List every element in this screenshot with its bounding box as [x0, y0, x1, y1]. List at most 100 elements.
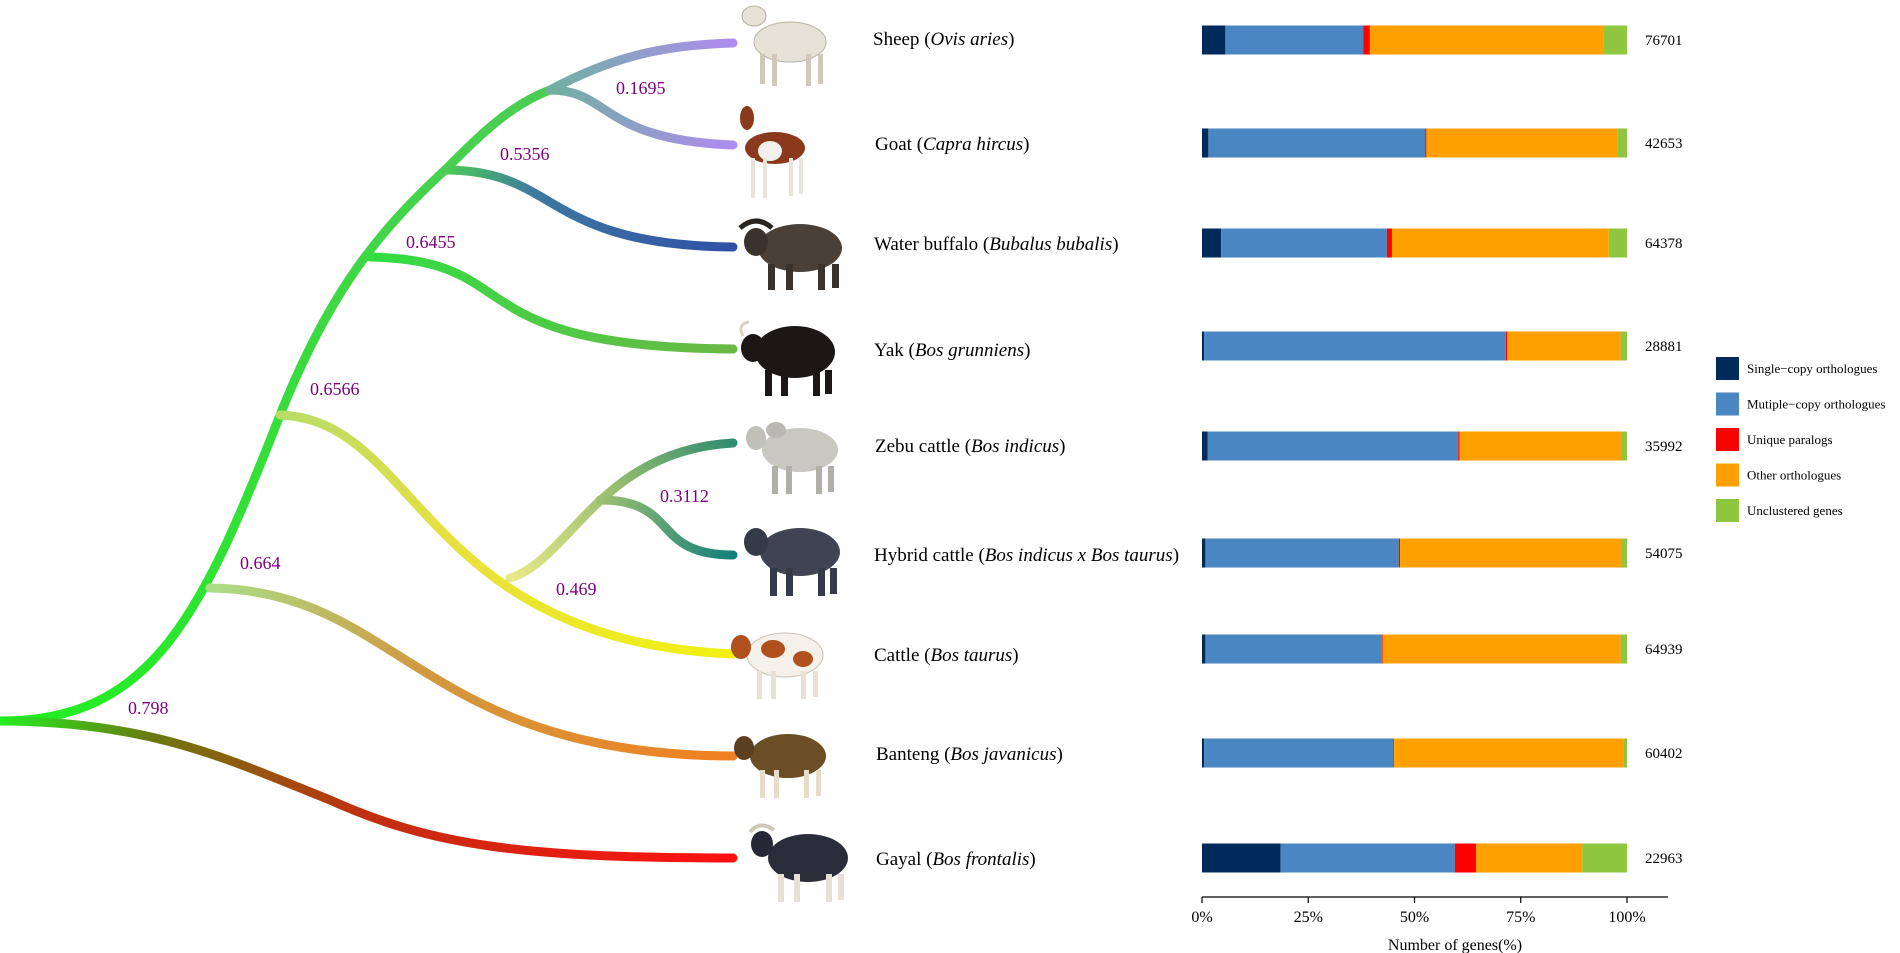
other-orthologues-segment — [1391, 228, 1609, 258]
unique-paralogs-segment — [1425, 128, 1427, 158]
unclustered-segment — [1620, 634, 1627, 664]
other-orthologues-segment — [1476, 843, 1583, 873]
species-label: Goat (Capra hircus) — [875, 134, 1029, 155]
legend-swatch — [1716, 428, 1739, 451]
unique-paralogs-segment — [1381, 634, 1383, 664]
branch-sheep — [545, 38, 738, 95]
branch-buffalo — [440, 165, 738, 252]
unique-paralogs-segment — [1363, 25, 1370, 55]
x-tick-label: 25% — [1294, 909, 1323, 926]
legend-label: Single−copy orthologues — [1747, 361, 1877, 376]
unclustered-segment — [1582, 843, 1627, 873]
gene-total-label: 42653 — [1645, 136, 1683, 152]
multiple-copy-segment — [1208, 128, 1426, 158]
single-copy-segment — [1202, 538, 1206, 568]
branch-label: 0.6566 — [310, 379, 360, 399]
multiple-copy-segment — [1204, 331, 1506, 361]
common-name: Hybrid cattle — [874, 545, 974, 566]
common-name: Zebu cattle — [875, 436, 960, 457]
common-name: Gayal — [876, 849, 921, 870]
common-name: Yak — [874, 340, 904, 361]
unique-paralogs-segment — [1505, 331, 1508, 361]
branch-banteng — [205, 583, 738, 761]
species-label: Banteng (Bos javanicus) — [876, 744, 1063, 765]
species-label: Hybrid cattle (Bos indicus x Bos taurus) — [874, 545, 1179, 566]
unique-paralogs-segment — [1454, 843, 1477, 873]
branch-label: 0.469 — [556, 579, 597, 599]
hybrid-cattle-icon — [744, 528, 840, 596]
banteng-icon — [734, 734, 826, 798]
unclustered-segment — [1623, 738, 1627, 768]
sheep-icon — [741, 5, 827, 86]
x-tick-label: 75% — [1506, 909, 1535, 926]
bar-row — [1202, 431, 1627, 461]
gene-total-label: 64939 — [1645, 642, 1683, 658]
animal-images — [731, 5, 848, 902]
x-tick-label: 100% — [1608, 909, 1645, 926]
bar-row — [1202, 843, 1627, 873]
species-label: Gayal (Bos frontalis) — [876, 849, 1036, 870]
gene-total-label: 22963 — [1645, 851, 1683, 867]
single-copy-segment — [1202, 25, 1226, 55]
single-copy-segment — [1202, 738, 1205, 768]
branch-trunk — [0, 85, 555, 726]
other-orthologues-segment — [1426, 128, 1618, 158]
common-name: Water buffalo — [874, 234, 978, 255]
gene-total-label: 28881 — [1645, 339, 1683, 355]
bar-row — [1202, 331, 1627, 361]
unique-paralogs-segment — [1393, 738, 1395, 768]
multiple-copy-segment — [1280, 843, 1455, 873]
x-axis-label: Number of genes(%) — [1388, 937, 1522, 953]
gene-total-label: 35992 — [1645, 439, 1683, 455]
legend: Single−copy orthologues Mutiple−copy orth… — [1716, 357, 1885, 522]
common-name: Sheep — [873, 29, 919, 50]
gene-total-label: 60402 — [1645, 746, 1683, 762]
species-label: Water buffalo (Bubalus bubalis) — [874, 234, 1119, 255]
unique-paralogs-segment — [1398, 538, 1401, 568]
bar-row — [1202, 738, 1627, 768]
gene-total-label: 54075 — [1645, 546, 1683, 562]
gayal-icon — [748, 823, 848, 902]
x-axis: 0% 25% 50% 75% 100% Number of genes(%) — [1191, 896, 1668, 953]
species-label: Yak (Bos grunniens) — [874, 340, 1030, 361]
species-label: Zebu cattle (Bos indicus) — [875, 436, 1065, 457]
multiple-copy-segment — [1225, 25, 1364, 55]
branch-label: 0.5356 — [500, 144, 550, 164]
scientific-name: Bos indicus — [971, 436, 1059, 457]
scientific-name: Bos frontalis — [932, 849, 1029, 870]
unclustered-segment — [1603, 25, 1627, 55]
unclustered-segment — [1621, 431, 1627, 461]
legend-label: Unclustered genes — [1747, 503, 1843, 518]
single-copy-segment — [1202, 128, 1209, 158]
other-orthologues-segment — [1400, 538, 1622, 568]
other-orthologues-segment — [1507, 331, 1621, 361]
scientific-name: Bos taurus — [930, 645, 1012, 666]
bar-row — [1202, 228, 1627, 258]
multiple-copy-segment — [1207, 431, 1459, 461]
branch-goat — [545, 85, 738, 150]
yak-icon — [739, 320, 835, 396]
goat-icon — [740, 106, 805, 198]
scientific-name: Bos javanicus — [950, 744, 1056, 765]
bar-row — [1202, 25, 1627, 55]
unclustered-segment — [1608, 228, 1627, 258]
branch-gayal — [0, 716, 738, 863]
multiple-copy-segment — [1221, 228, 1387, 258]
unclustered-segment — [1621, 538, 1627, 568]
single-copy-segment — [1202, 331, 1205, 361]
species-labels: Sheep (Ovis aries) Goat (Capra hircus) W… — [873, 29, 1179, 870]
legend-swatch — [1716, 357, 1739, 380]
unclustered-segment — [1620, 331, 1627, 361]
bar-row — [1202, 634, 1627, 664]
single-copy-segment — [1202, 431, 1208, 461]
scientific-name: Bos grunniens — [915, 340, 1024, 361]
branch-length-labels: 0.1695 0.5356 0.6455 0.6566 0.3112 0.469… — [128, 78, 709, 718]
species-label: Sheep (Ovis aries) — [873, 29, 1014, 50]
other-orthologues-segment — [1394, 738, 1624, 768]
gene-totals: 76701 42653 64378 28881 35992 54075 64939 60402… — [1645, 33, 1683, 867]
x-tick-label: 50% — [1400, 909, 1429, 926]
other-orthologues-segment — [1369, 25, 1604, 55]
legend-label: Other orthologues — [1747, 468, 1841, 483]
legend-swatch — [1716, 499, 1739, 522]
branch-hybrid — [595, 495, 738, 560]
